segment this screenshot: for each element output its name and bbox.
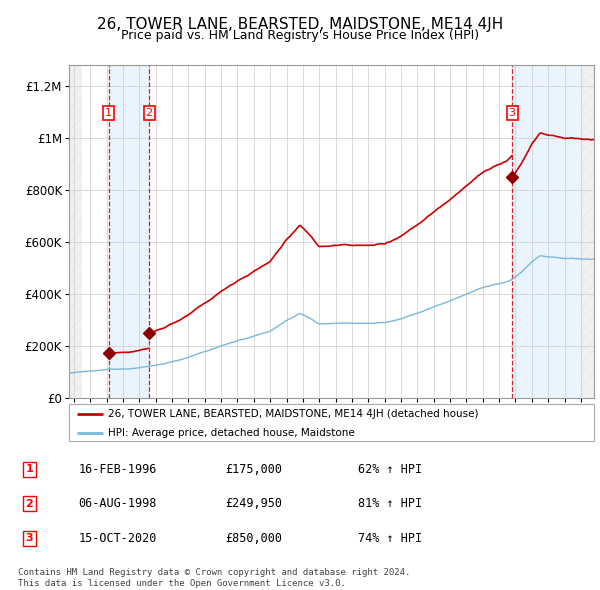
Text: Contains HM Land Registry data © Crown copyright and database right 2024.
This d: Contains HM Land Registry data © Crown c… — [18, 568, 410, 588]
Text: £249,950: £249,950 — [225, 497, 282, 510]
Text: 3: 3 — [25, 533, 33, 543]
Text: 06-AUG-1998: 06-AUG-1998 — [78, 497, 157, 510]
Text: 26, TOWER LANE, BEARSTED, MAIDSTONE, ME14 4JH: 26, TOWER LANE, BEARSTED, MAIDSTONE, ME1… — [97, 17, 503, 31]
Text: HPI: Average price, detached house, Maidstone: HPI: Average price, detached house, Maid… — [109, 428, 355, 438]
Text: £850,000: £850,000 — [225, 532, 282, 545]
Text: 26, TOWER LANE, BEARSTED, MAIDSTONE, ME14 4JH (detached house): 26, TOWER LANE, BEARSTED, MAIDSTONE, ME1… — [109, 409, 479, 419]
Text: 1: 1 — [25, 464, 33, 474]
Bar — [512, 65, 581, 398]
Bar — [581, 65, 594, 398]
Text: 2: 2 — [146, 108, 153, 118]
Bar — [69, 65, 82, 398]
Text: 2: 2 — [25, 499, 33, 509]
Text: 81% ↑ HPI: 81% ↑ HPI — [358, 497, 422, 510]
Bar — [109, 65, 149, 398]
Text: 3: 3 — [509, 108, 515, 118]
Text: 15-OCT-2020: 15-OCT-2020 — [78, 532, 157, 545]
Text: 74% ↑ HPI: 74% ↑ HPI — [358, 532, 422, 545]
Text: £175,000: £175,000 — [225, 463, 282, 476]
Text: 62% ↑ HPI: 62% ↑ HPI — [358, 463, 422, 476]
FancyBboxPatch shape — [69, 404, 594, 441]
Text: 1: 1 — [105, 108, 112, 118]
Text: Price paid vs. HM Land Registry's House Price Index (HPI): Price paid vs. HM Land Registry's House … — [121, 30, 479, 42]
Text: 16-FEB-1996: 16-FEB-1996 — [78, 463, 157, 476]
